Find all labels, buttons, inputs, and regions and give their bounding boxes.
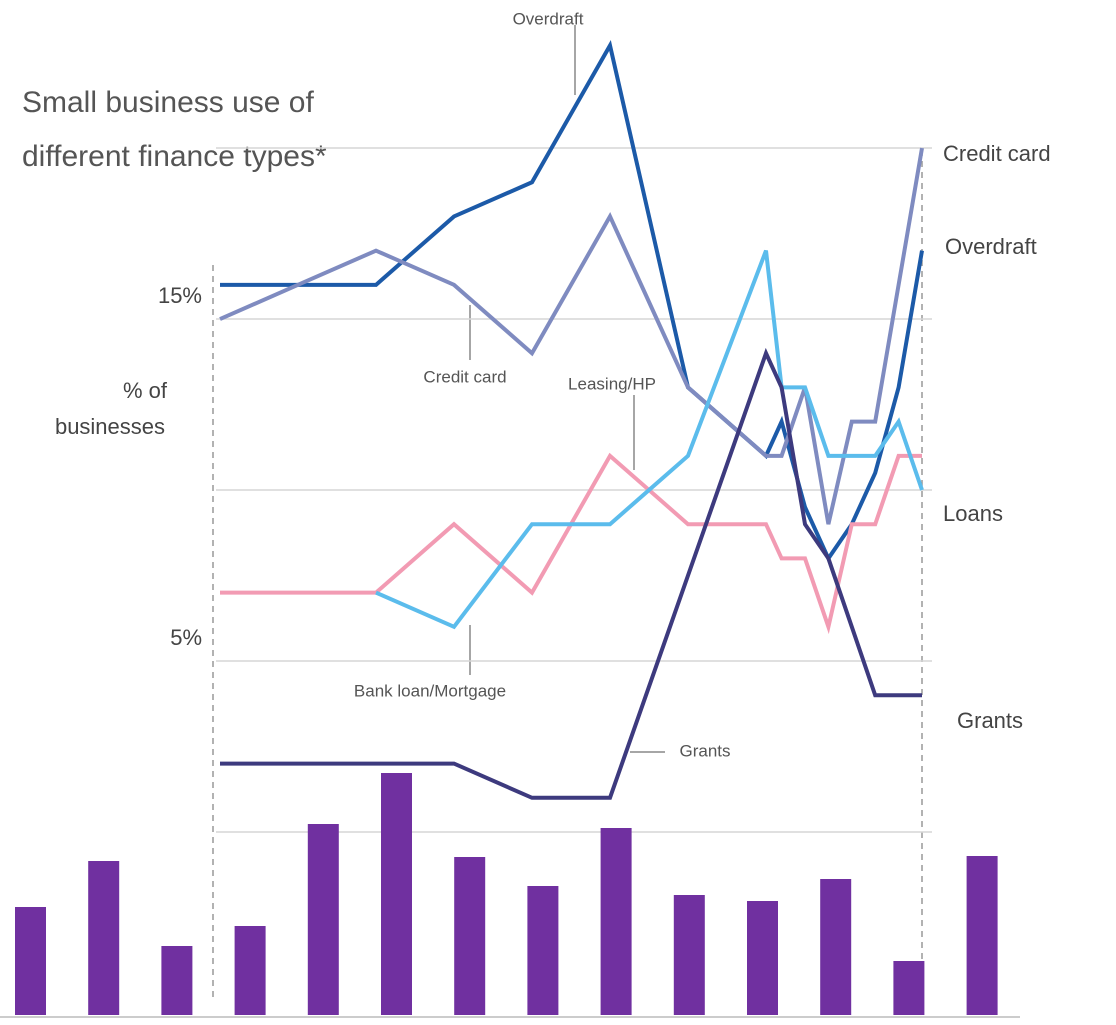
bar (747, 901, 778, 1015)
bar (673, 895, 705, 1015)
bar (893, 961, 925, 1015)
bar (381, 773, 412, 1015)
bar (161, 946, 193, 1015)
bar (15, 907, 46, 1015)
bar (454, 857, 486, 1015)
series-label: Bank loan/Mortgage (354, 681, 506, 700)
line-series (219, 147, 924, 525)
chart-title: Small business use of different finance t… (22, 86, 327, 173)
series-label: Credit card (423, 367, 506, 386)
right-label: Grants (957, 708, 1023, 733)
right-label: Credit card (943, 141, 1051, 166)
chart-title: different finance types* (22, 140, 327, 173)
bar (307, 824, 339, 1015)
bar (527, 886, 559, 1015)
y-tick-label: 5% (170, 625, 202, 650)
line-series (220, 347, 922, 800)
right-label: Overdraft (945, 234, 1037, 259)
series-label: Grants (679, 741, 730, 760)
y-axis-label: % of businesses (55, 378, 168, 439)
line-series (220, 40, 924, 563)
bar (966, 856, 998, 1015)
series-label: Leasing/HP (568, 374, 656, 393)
bar (234, 926, 266, 1015)
y-axis-label-line: businesses (55, 414, 165, 439)
bar (600, 828, 632, 1015)
bar (820, 879, 852, 1015)
bar (88, 861, 120, 1015)
chart-title: Small business use of (22, 86, 314, 119)
line-series (220, 452, 922, 635)
y-axis-label-line: % of (123, 378, 168, 403)
y-tick-label: 15% (158, 283, 202, 308)
series-label: Overdraft (513, 9, 584, 28)
right-label: Loans (943, 501, 1003, 526)
